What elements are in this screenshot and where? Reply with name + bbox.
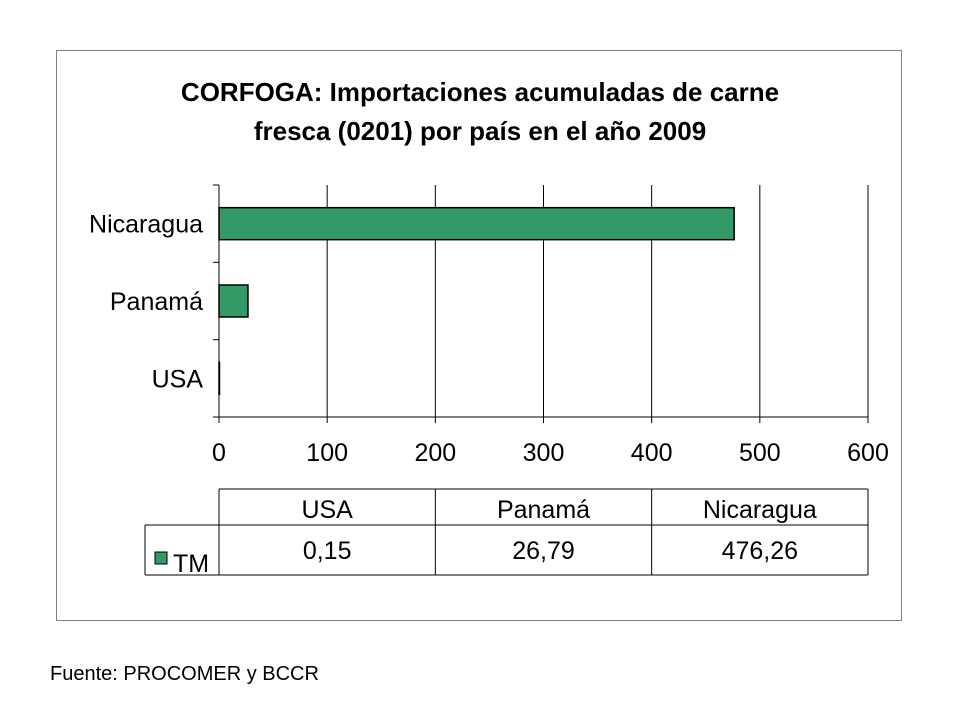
category-label: Panamá (110, 288, 203, 316)
source-note: Fuente: PROCOMER y BCCR (50, 663, 319, 685)
table-value-cell: 0,15 (303, 537, 352, 565)
x-tick-label: 300 (523, 439, 565, 467)
bar (218, 206, 735, 241)
table-header-cell: Panamá (497, 496, 590, 524)
chart-svg: CORFOGA: Importaciones acumuladas de car… (89, 77, 889, 578)
chart-title-line: CORFOGA: Importaciones acumuladas de car… (181, 77, 779, 107)
chart-frame: CORFOGA: Importaciones acumuladas de car… (56, 50, 902, 621)
data-table: USA Panamá Nicaragua TM 0,15 26,79 476,26 (144, 488, 869, 578)
x-tick-label: 100 (306, 439, 348, 467)
table-value-cell: 26,79 (512, 537, 575, 565)
bar (218, 284, 249, 318)
table-value-cell: 476,26 (722, 537, 798, 565)
legend-swatch (154, 551, 168, 565)
x-tick-label: 0 (212, 439, 226, 467)
category-label: USA (152, 365, 204, 393)
x-tick-label: 600 (847, 439, 889, 467)
x-tick-label: 200 (414, 439, 456, 467)
category-label: Nicaragua (89, 211, 203, 239)
legend-label: TM (173, 550, 209, 578)
table-header-cell: Nicaragua (703, 496, 817, 524)
x-tick-label: 400 (631, 439, 673, 467)
axes: USA Panamá Nicaragua 0 100 200 300 400 500 600 (89, 184, 889, 467)
chart-title-line: fresca (0201) por país en el año 2009 (254, 116, 706, 146)
table-header-cell: USA (301, 496, 353, 524)
bars (218, 206, 735, 396)
x-tick-label: 500 (739, 439, 781, 467)
chart-title: CORFOGA: Importaciones acumuladas de car… (181, 77, 779, 146)
